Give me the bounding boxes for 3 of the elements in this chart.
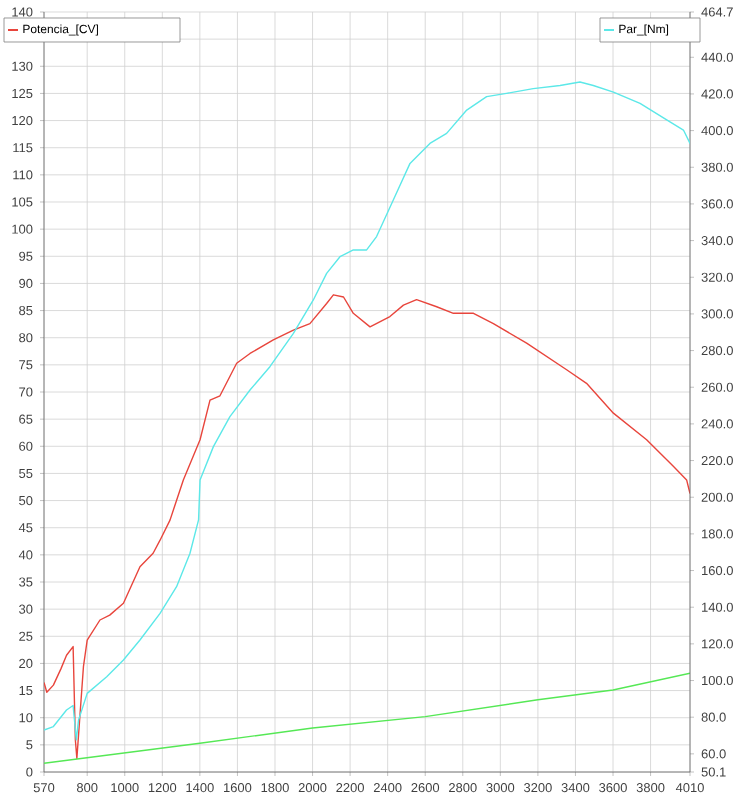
line-series [44, 672, 691, 765]
line-series [44, 81, 691, 741]
line-series [44, 294, 691, 760]
